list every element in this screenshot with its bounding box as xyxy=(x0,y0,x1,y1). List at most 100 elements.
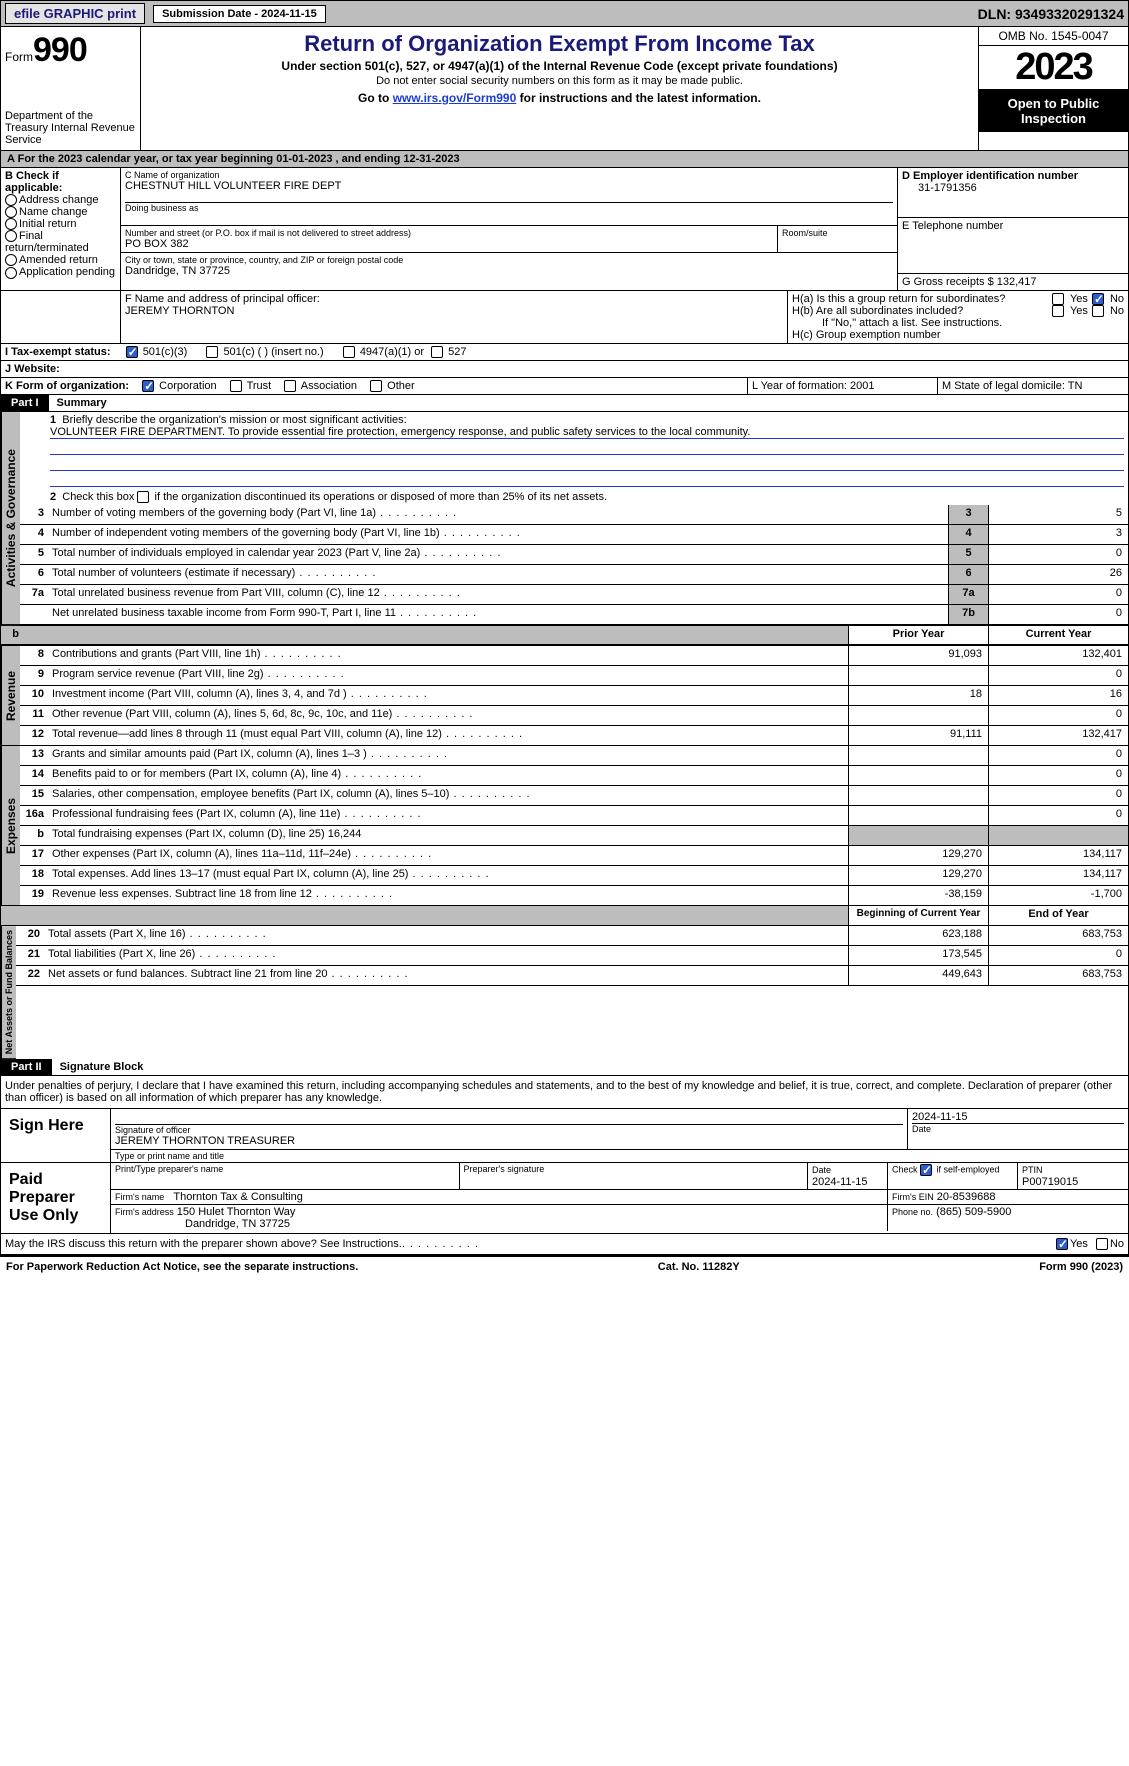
cb-527[interactable] xyxy=(431,346,443,358)
vlabel-net-assets: Net Assets or Fund Balances xyxy=(1,926,16,1059)
firm-ein: 20-8539688 xyxy=(937,1191,996,1203)
summary-line: bTotal fundraising expenses (Part IX, co… xyxy=(20,826,1128,846)
prep-date: 2024-11-15 xyxy=(812,1176,867,1188)
firm-phone: (865) 509-5900 xyxy=(936,1206,1011,1218)
cb-name-change[interactable]: Name change xyxy=(5,206,116,218)
summary-line: 22Net assets or fund balances. Subtract … xyxy=(16,966,1128,986)
summary-line: 3Number of voting members of the governi… xyxy=(20,505,1128,525)
j-label: J Website: xyxy=(5,363,60,375)
summary-line: 5Total number of individuals employed in… xyxy=(20,545,1128,565)
sig-date-label: Date xyxy=(912,1124,1124,1134)
hb-no[interactable] xyxy=(1092,305,1104,317)
g-label: G Gross receipts $ 132,417 xyxy=(902,276,1124,288)
cb-other[interactable] xyxy=(370,380,382,392)
efile-print-button[interactable]: efile GRAPHIC print xyxy=(5,3,145,24)
cb-amended-return[interactable]: Amended return xyxy=(5,254,116,266)
l-year-formation: L Year of formation: 2001 xyxy=(748,378,938,394)
department-label: Department of the Treasury Internal Reve… xyxy=(5,110,136,146)
org-name: CHESTNUT HILL VOLUNTEER FIRE DEPT xyxy=(125,180,893,192)
summary-line: Net unrelated business taxable income fr… xyxy=(20,605,1128,625)
dln: DLN: 93493320291324 xyxy=(978,6,1124,22)
may-irs-discuss: May the IRS discuss this return with the… xyxy=(5,1238,402,1250)
e-label: E Telephone number xyxy=(902,220,1124,232)
cb-discuss-no[interactable] xyxy=(1096,1238,1108,1250)
c-label: C Name of organization xyxy=(125,170,893,180)
firm-name: Thornton Tax & Consulting xyxy=(173,1191,302,1203)
summary-line: 16aProfessional fundraising fees (Part I… xyxy=(20,806,1128,826)
form-subtitle-3: Go to www.irs.gov/Form990 for instructio… xyxy=(149,91,970,105)
b-label: B Check if applicable: xyxy=(5,170,116,194)
cb-application-pending[interactable]: Application pending xyxy=(5,266,116,278)
form-title: Return of Organization Exempt From Incom… xyxy=(149,31,970,57)
cb-corporation[interactable] xyxy=(142,380,154,392)
cb-trust[interactable] xyxy=(230,380,242,392)
form-number: 990 xyxy=(33,31,87,69)
summary-line: 9Program service revenue (Part VIII, lin… xyxy=(20,666,1128,686)
mission-text: VOLUNTEER FIRE DEPARTMENT. To provide es… xyxy=(50,426,1124,439)
vlabel-activities: Activities & Governance xyxy=(1,412,20,625)
vlabel-expenses: Expenses xyxy=(1,746,20,906)
summary-line: 12Total revenue—add lines 8 through 11 (… xyxy=(20,726,1128,746)
cb-4947[interactable] xyxy=(343,346,355,358)
ha-yes[interactable] xyxy=(1052,293,1064,305)
type-name-label: Type or print name and title xyxy=(111,1149,1128,1162)
sig-officer-label: Signature of officer xyxy=(115,1125,903,1135)
pra-notice: For Paperwork Reduction Act Notice, see … xyxy=(6,1261,358,1273)
ha-no[interactable] xyxy=(1092,293,1104,305)
prep-sig-label: Preparer's signature xyxy=(460,1163,809,1189)
summary-line: 8Contributions and grants (Part VIII, li… xyxy=(20,646,1128,666)
cb-501c3[interactable] xyxy=(126,346,138,358)
firm-addr2: Dandridge, TN 37725 xyxy=(115,1218,290,1230)
cb-self-employed[interactable] xyxy=(920,1164,932,1176)
cb-501c[interactable] xyxy=(206,346,218,358)
submission-date: Submission Date - 2024-11-15 xyxy=(153,5,326,23)
hdr-begin-year: Beginning of Current Year xyxy=(848,906,988,925)
f-label: F Name and address of principal officer: xyxy=(125,293,783,305)
hb-yes[interactable] xyxy=(1052,305,1064,317)
hdr-end-year: End of Year xyxy=(988,906,1128,925)
h-note: If "No," attach a list. See instructions… xyxy=(792,317,1124,329)
open-to-public: Open to Public Inspection xyxy=(979,90,1128,132)
cb-address-change[interactable]: Address change xyxy=(5,194,116,206)
city-label: City or town, state or province, country… xyxy=(125,255,893,265)
part1-header: Part ISummary xyxy=(0,395,1129,412)
q1: Briefly describe the organization's miss… xyxy=(62,414,406,426)
org-address: PO BOX 382 xyxy=(125,238,773,250)
sig-date: 2024-11-15 xyxy=(912,1111,1124,1124)
i-label: I Tax-exempt status: xyxy=(5,346,111,358)
penalty-text: Under penalties of perjury, I declare th… xyxy=(0,1076,1129,1109)
cb-initial-return[interactable]: Initial return xyxy=(5,218,116,230)
part2-header: Part IISignature Block xyxy=(0,1059,1129,1076)
room-label: Room/suite xyxy=(782,228,893,238)
hc-label: H(c) Group exemption number xyxy=(792,329,1124,341)
m-state-domicile: M State of legal domicile: TN xyxy=(938,378,1128,394)
q2-text: Check this box if the organization disco… xyxy=(62,491,607,503)
tax-year: 2023 xyxy=(979,46,1128,90)
form-subtitle-2: Do not enter social security numbers on … xyxy=(149,75,970,87)
cat-no: Cat. No. 11282Y xyxy=(658,1261,740,1273)
hdr-prior-year: Prior Year xyxy=(848,626,988,644)
summary-line: 4Number of independent voting members of… xyxy=(20,525,1128,545)
sign-here-label: Sign Here xyxy=(1,1109,111,1162)
summary-line: 11Other revenue (Part VIII, column (A), … xyxy=(20,706,1128,726)
hdr-current-year: Current Year xyxy=(988,626,1128,644)
principal-officer: JEREMY THORNTON xyxy=(125,305,783,317)
summary-line: 13Grants and similar amounts paid (Part … xyxy=(20,746,1128,766)
summary-line: 6Total number of volunteers (estimate if… xyxy=(20,565,1128,585)
k-label: K Form of organization: xyxy=(5,380,129,392)
summary-line: 15Salaries, other compensation, employee… xyxy=(20,786,1128,806)
top-bar: efile GRAPHIC print Submission Date - 20… xyxy=(0,0,1129,27)
d-label: D Employer identification number xyxy=(902,170,1124,182)
prep-name-label: Print/Type preparer's name xyxy=(111,1163,460,1189)
cb-discontinued[interactable] xyxy=(137,491,149,503)
summary-line: 18Total expenses. Add lines 13–17 (must … xyxy=(20,866,1128,886)
cb-final-return[interactable]: Final return/terminated xyxy=(5,230,116,254)
cb-association[interactable] xyxy=(284,380,296,392)
summary-line: 17Other expenses (Part IX, column (A), l… xyxy=(20,846,1128,866)
irs-link[interactable]: www.irs.gov/Form990 xyxy=(393,91,517,105)
cb-discuss-yes[interactable] xyxy=(1056,1238,1068,1250)
tax-year-range: A For the 2023 calendar year, or tax yea… xyxy=(0,151,1129,168)
addr-label: Number and street (or P.O. box if mail i… xyxy=(125,228,773,238)
form-ref: Form 990 (2023) xyxy=(1039,1261,1123,1273)
form-word: Form xyxy=(5,50,33,64)
